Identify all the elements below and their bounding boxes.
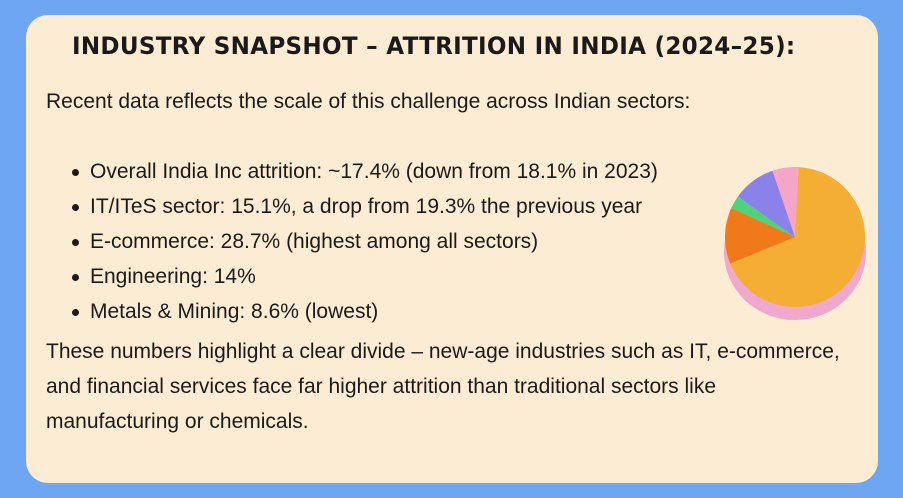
pie-slice [772,167,799,237]
attrition-list: Overall India Inc attrition: ~17.4% (dow… [46,154,658,329]
list-item-text: Metals & Mining: 8.6% (lowest) [90,300,379,323]
pie-slices [724,167,866,308]
list-item: E-commerce: 28.7% (highest among all sec… [46,224,658,259]
list-item: Engineering: 14% [46,259,658,294]
bullet-icon [72,239,79,246]
list-item: Metals & Mining: 8.6% (lowest) [46,294,658,329]
intro-text: Recent data reflects the scale of this c… [46,90,691,113]
bullet-icon [72,309,79,316]
pie-slice [724,208,795,264]
page-title: INDUSTRY SNAPSHOT – ATTRITION IN INDIA (… [72,32,796,60]
pie-chart-icon [724,167,866,320]
conclusion-text: These numbers highlight a clear divide –… [46,340,840,433]
list-item-text: E-commerce: 28.7% (highest among all sec… [90,230,539,253]
bullet-icon [72,274,79,281]
bullet-icon [72,169,79,176]
list-item-text: Engineering: 14% [90,265,256,288]
list-item: Overall India Inc attrition: ~17.4% (dow… [46,154,658,189]
list-item-text: IT/ITeS sector: 15.1%, a drop from 19.3%… [90,195,643,218]
bullet-icon [72,204,79,211]
list-item: IT/ITeS sector: 15.1%, a drop from 19.3%… [46,189,658,224]
pie-slice [731,196,795,237]
pie-slice [730,167,866,308]
list-item-text: Overall India Inc attrition: ~17.4% (dow… [90,160,658,183]
pie-slice [737,170,795,237]
